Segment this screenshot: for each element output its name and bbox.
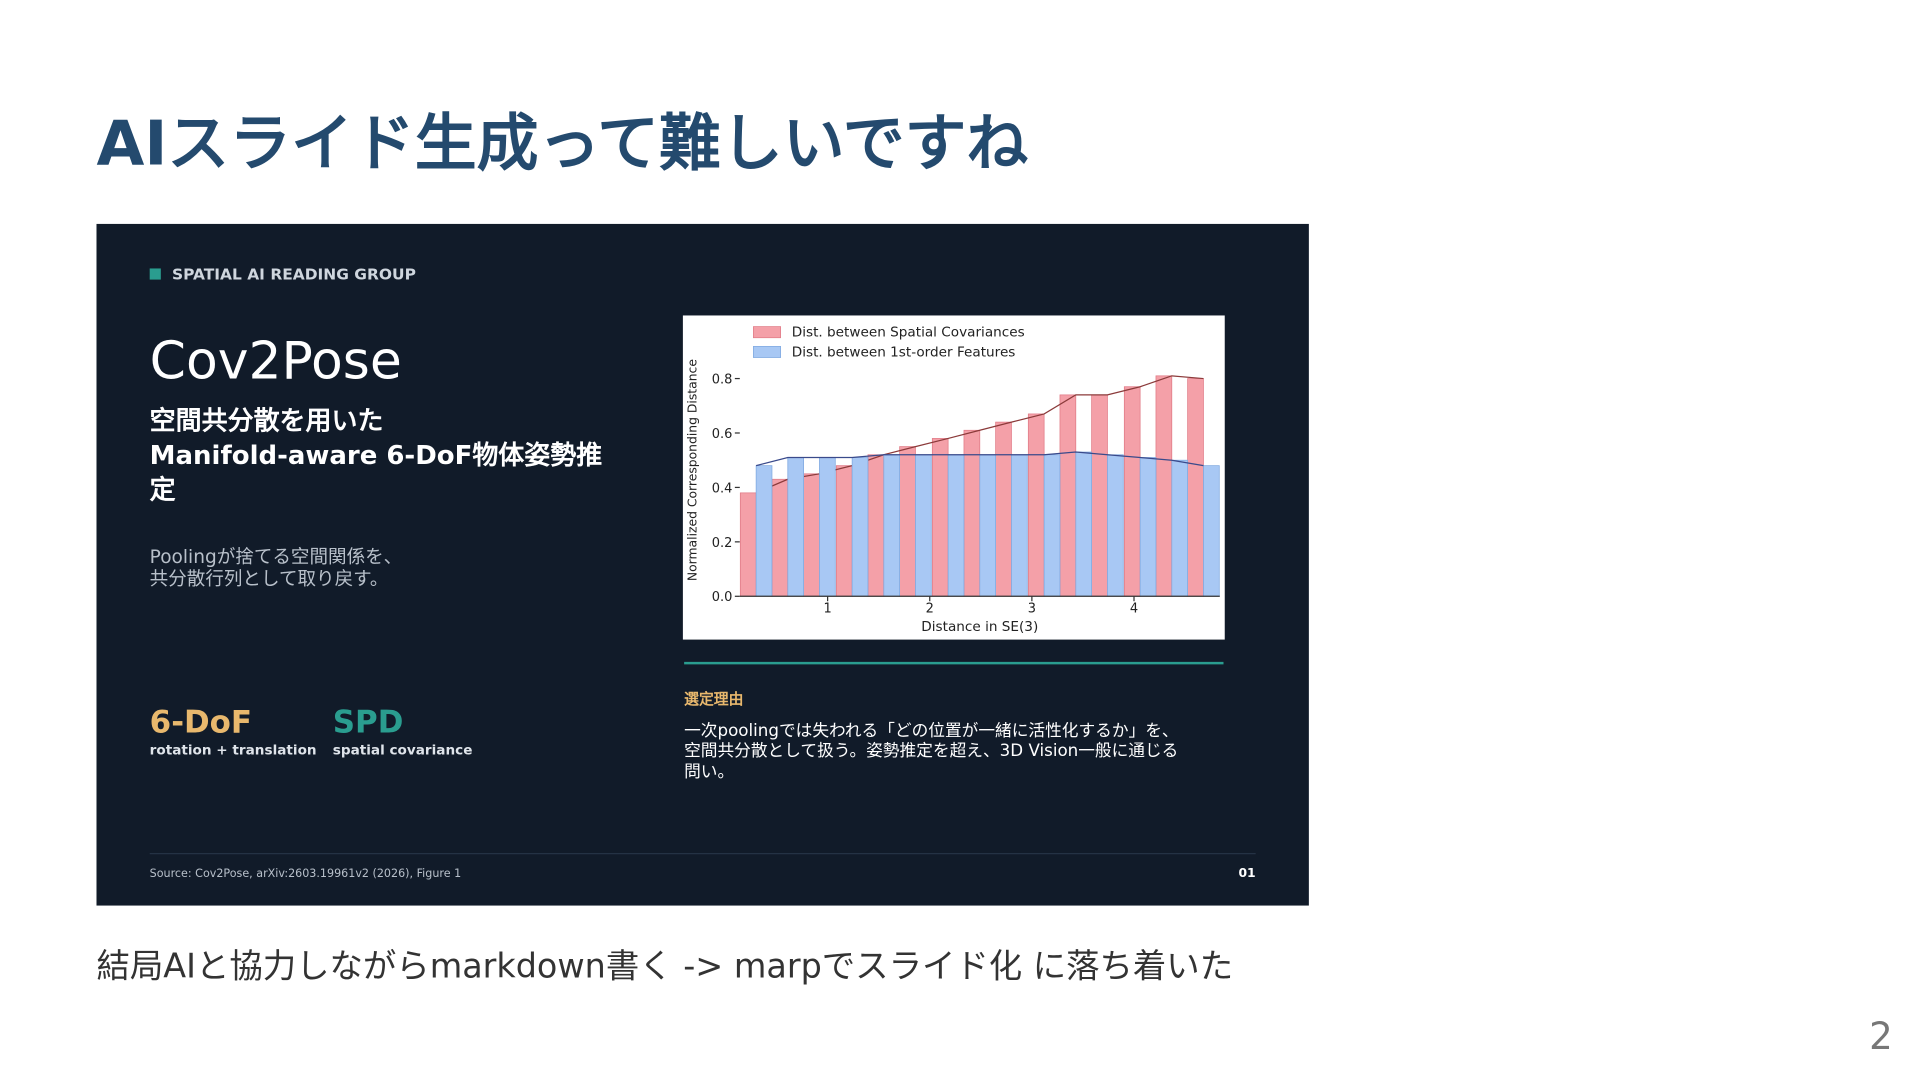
subtitle-line: 定 (150, 475, 176, 506)
bar (835, 465, 853, 597)
description-line: 共分散行列として取り戻す。 (150, 569, 389, 590)
y-tick-label: 0.2 (712, 536, 733, 551)
source-note: Source: Cov2Pose, arXiv:2603.19961v2 (20… (150, 867, 461, 880)
reason-heading: 選定理由 (684, 690, 743, 708)
page-number: 2 (1869, 1015, 1893, 1058)
stat-value: SPD (333, 704, 404, 740)
bar (1187, 378, 1204, 597)
legend-label: Dist. between 1st-order Features (792, 344, 1016, 360)
caption: 結局AIと協力しながらmarkdown書く -> marpでスライド化 に落ち着… (96, 946, 1233, 985)
figure: 0.0 0.2 0.4 0.6 0.8 1 2 3 4 Dist. between Spatial… (685, 324, 1220, 635)
x-axis-title: Distance in SE(3) (921, 619, 1038, 635)
legend-swatch (753, 326, 781, 339)
bar (979, 454, 996, 597)
bar (931, 438, 949, 597)
bar (1059, 394, 1077, 597)
stat-caption: rotation + translation (150, 743, 317, 759)
legend-label: Dist. between Spatial Covariances (792, 324, 1025, 340)
bar (1107, 454, 1124, 597)
description-line: Poolingが捨てる空間関係を、 (150, 547, 403, 568)
bar (899, 446, 916, 597)
bar (1011, 454, 1028, 597)
bar (1123, 386, 1141, 597)
bar (883, 454, 900, 597)
stat-caption: spatial covariance (333, 743, 473, 759)
stat-value: 6-DoF (150, 704, 252, 740)
legend-swatch (753, 346, 781, 358)
subtitle-line: Manifold-aware 6-DoF物体姿勢推 (150, 441, 603, 471)
reason-line: 問い。 (684, 761, 734, 781)
bar (947, 454, 965, 597)
reason-line: 一次poolingでは失われる「どの位置が一緒に活性化するか」を、 (684, 720, 1179, 740)
bar (1171, 459, 1188, 597)
bar (771, 478, 789, 597)
bar (819, 457, 836, 597)
tag-marker (149, 268, 161, 280)
x-tick-label: 1 (823, 601, 831, 616)
trend-line (755, 451, 1204, 467)
y-tick-label: 0.0 (712, 590, 733, 605)
bar (1091, 394, 1108, 597)
reason-line: 空間共分散として扱う。姿勢推定を超え、3D Vision一般に通じる (684, 740, 1178, 760)
bar (755, 465, 773, 597)
bar (1043, 454, 1061, 597)
slide-number: 01 (1238, 866, 1255, 880)
bar (787, 457, 804, 597)
y-tick-label: 0.4 (712, 481, 733, 496)
bar (739, 492, 757, 597)
y-tick-label: 0.8 (712, 373, 733, 388)
y-axis-title: Normalized Corresponding Distance (685, 359, 699, 581)
bar (867, 454, 885, 597)
x-tick-label: 2 (926, 601, 934, 616)
y-tick-label: 0.6 (712, 427, 733, 442)
bar (1075, 451, 1092, 597)
bar (851, 457, 869, 597)
page-title: AIスライド生成って難しいですね (96, 108, 1028, 180)
x-tick-label: 3 (1028, 601, 1036, 616)
bar (1027, 413, 1045, 597)
slide-tag: SPATIAL AI READING GROUP (172, 266, 416, 284)
slide-heading: Cov2Pose (150, 332, 402, 392)
bar (1203, 465, 1220, 597)
bar (1155, 375, 1173, 597)
x-tick-label: 4 (1130, 601, 1138, 616)
bar (1139, 457, 1157, 597)
bar (803, 473, 820, 597)
bar (915, 454, 932, 597)
subtitle-line: 空間共分散を用いた (150, 405, 384, 436)
bar (995, 421, 1012, 597)
